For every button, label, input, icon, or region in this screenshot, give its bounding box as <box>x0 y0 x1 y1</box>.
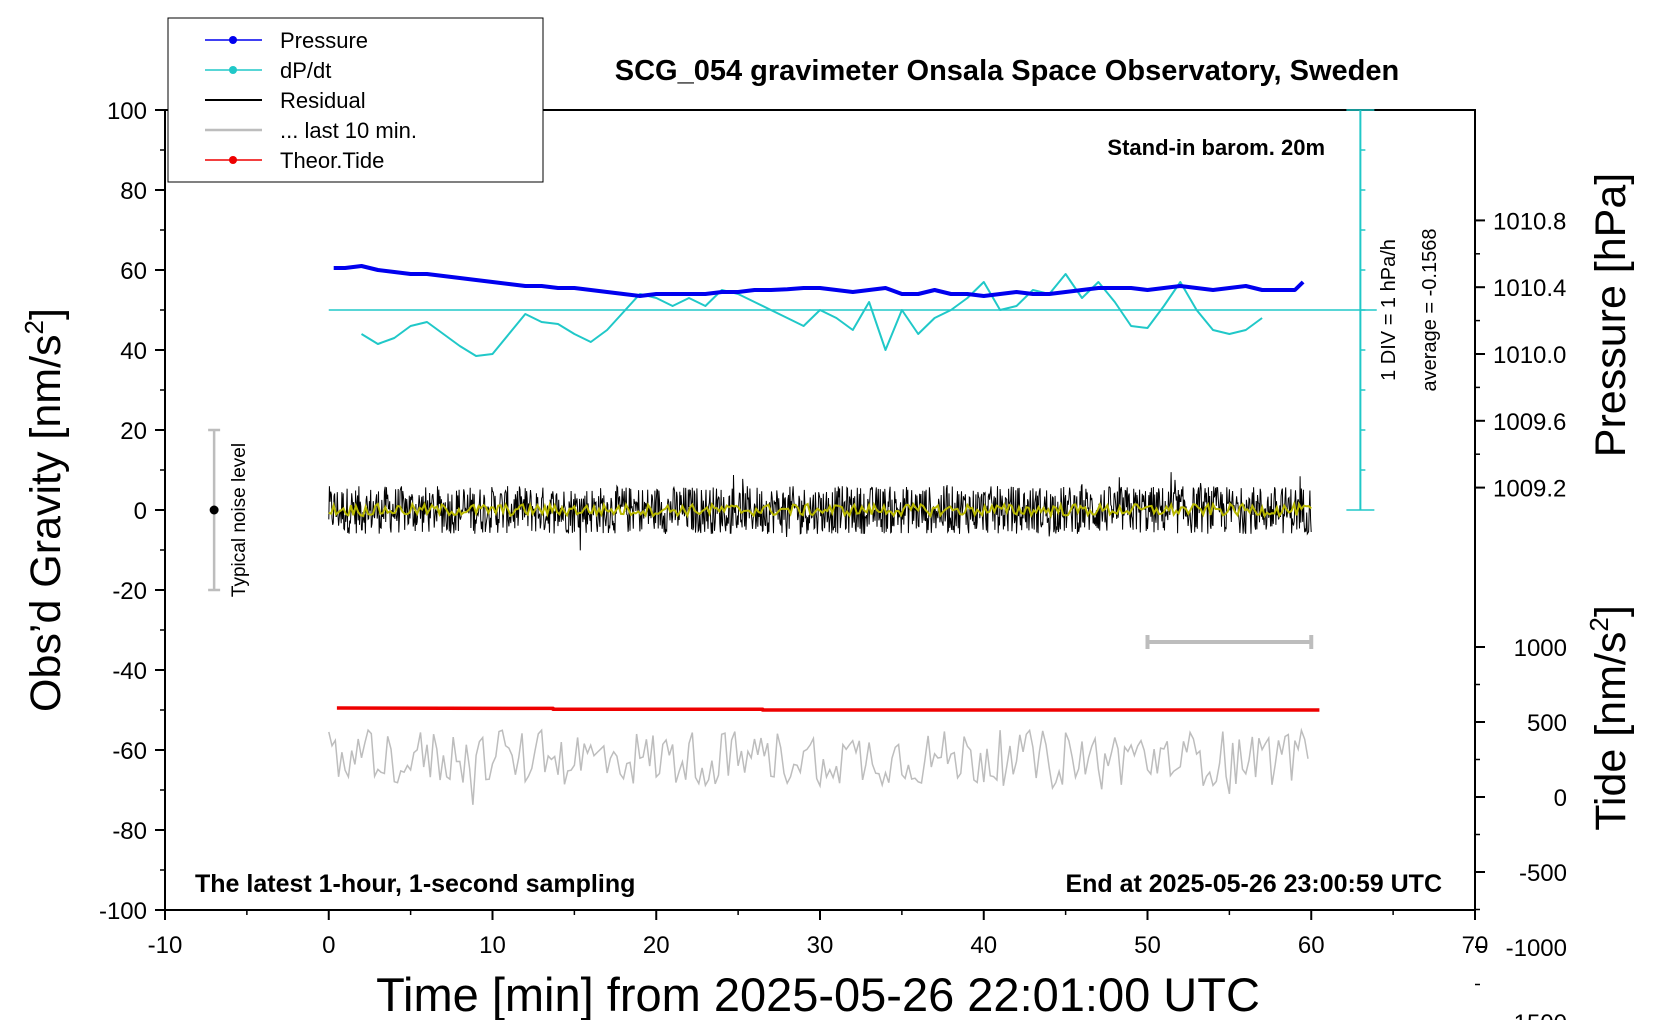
latest-sampling-note: The latest 1-hour, 1-second sampling <box>195 870 635 898</box>
residual-series-line <box>328 472 1312 551</box>
x-tick-label: 70 <box>1462 932 1489 959</box>
tide-tick-label: 1000 <box>1514 635 1567 662</box>
pressure-tick-label: 1009.6 <box>1493 409 1566 436</box>
x-tick-label: 10 <box>479 932 506 959</box>
x-tick-label: 20 <box>643 932 670 959</box>
y-axis-label-left-main: Obs’d Gravity [nm/s <box>22 334 70 712</box>
y-axis-label-tide-end: ] <box>1587 605 1635 617</box>
legend-label-last10: ... last 10 min. <box>280 118 417 143</box>
tide-series-line <box>336 706 1320 712</box>
y-tick-label: 80 <box>120 178 147 205</box>
legend: Pressure dP/dt Residual ... last 10 min.… <box>167 17 544 183</box>
legend-marker-dpdt <box>229 66 237 74</box>
average-label: average = -0.1568 <box>1419 229 1441 392</box>
y-tick-label: 60 <box>120 258 147 285</box>
pressure-tick-label: 1010.8 <box>1493 208 1566 235</box>
x-tick-label: 40 <box>970 932 997 959</box>
y-tick-label: 40 <box>120 338 147 365</box>
y-axis-label-tide: Tide [nm/s2] <box>1584 605 1635 831</box>
legend-item-last10: ... last 10 min. <box>205 118 417 143</box>
y-tick-label: -80 <box>112 818 147 845</box>
legend-item-dpdt: dP/dt <box>205 58 331 83</box>
x-tick-label: 30 <box>807 932 834 959</box>
y-tick-label: -100 <box>99 898 147 925</box>
y-axis-label-left-end: ] <box>22 308 70 320</box>
series-layer <box>208 109 1377 805</box>
legend-marker-pressure <box>229 36 237 44</box>
stand-in-barometer-note: Stand-in barom. 20m <box>1107 135 1325 160</box>
y-axis-label-left: Obs’d Gravity [nm/s2] <box>19 308 70 712</box>
chart-title: SCG_054 gravimeter Onsala Space Observat… <box>615 55 1399 87</box>
y-axis-label-tide-sup: 2 <box>1584 617 1614 631</box>
pressure-tick-label: 1009.2 <box>1493 476 1566 503</box>
end-time-note: End at 2025-05-26 23:00:59 UTC <box>1065 870 1442 898</box>
axes-ticks: -10 0 10 20 30 40 50 60 70100806040200-20-40-60-… <box>99 98 1567 1020</box>
legend-item-pressure: Pressure <box>205 28 368 53</box>
x-tick-label: 60 <box>1298 932 1325 959</box>
residual-smoothed-line <box>328 500 1312 519</box>
y-tick-label: 100 <box>107 98 147 125</box>
legend-marker-tide <box>229 156 237 164</box>
pressure-series-line <box>333 264 1305 298</box>
x-axis-label: Time [min] from 2025-05-26 22:01:00 UTC <box>376 968 1260 1020</box>
y-tick-label: -20 <box>112 578 147 605</box>
div-scale-label: 1 DIV = 1 hPa/h <box>1378 239 1400 381</box>
legend-label-dpdt: dP/dt <box>280 58 331 83</box>
x-tick-label: 50 <box>1134 932 1161 959</box>
y-tick-label: -60 <box>112 738 147 765</box>
legend-label-pressure: Pressure <box>280 28 368 53</box>
dpdt-series-line <box>360 273 1263 357</box>
y-axis-label-tide-main: Tide [nm/s <box>1587 632 1635 831</box>
legend-item-tide: Theor.Tide <box>205 148 384 173</box>
y-axis-label-pressure: Pressure [hPa] <box>1587 173 1635 457</box>
legend-label-tide: Theor.Tide <box>280 148 384 173</box>
legend-label-residual: Residual <box>280 88 366 113</box>
noise-bar-center-dot <box>209 505 219 515</box>
last10-series-line <box>328 727 1309 805</box>
legend-item-residual: Residual <box>205 88 366 113</box>
tide-tick-label: 500 <box>1527 710 1567 737</box>
tide-tick-label: -500 <box>1519 860 1567 887</box>
x-tick-label: -10 <box>148 932 183 959</box>
y-tick-label: 0 <box>134 498 147 525</box>
tide-tick-label: -1500 <box>1506 1010 1567 1020</box>
y-tick-label: 20 <box>120 418 147 445</box>
tide-tick-label: -1000 <box>1506 935 1567 962</box>
pressure-tick-label: 1010.4 <box>1493 275 1566 302</box>
pressure-tick-label: 1010.0 <box>1493 342 1566 369</box>
y-axis-label-left-sup: 2 <box>19 320 49 334</box>
y-tick-label: -40 <box>112 658 147 685</box>
tide-tick-label: 0 <box>1554 785 1567 812</box>
noise-level-label: Typical noise level <box>229 443 250 597</box>
x-tick-label: 0 <box>322 932 335 959</box>
